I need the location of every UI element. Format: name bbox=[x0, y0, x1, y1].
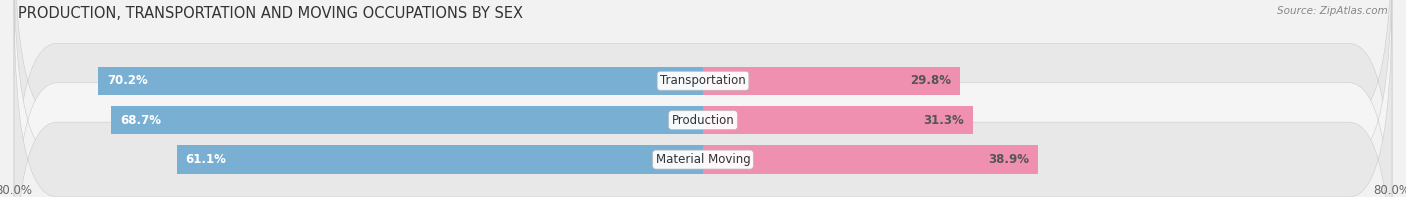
Text: 29.8%: 29.8% bbox=[910, 74, 950, 87]
Text: Transportation: Transportation bbox=[661, 74, 745, 87]
Bar bbox=[177, 145, 703, 174]
Text: PRODUCTION, TRANSPORTATION AND MOVING OCCUPATIONS BY SEX: PRODUCTION, TRANSPORTATION AND MOVING OC… bbox=[18, 6, 523, 21]
Text: Material Moving: Material Moving bbox=[655, 153, 751, 166]
Text: 68.7%: 68.7% bbox=[120, 114, 160, 127]
Bar bbox=[703, 67, 960, 95]
Text: Production: Production bbox=[672, 114, 734, 127]
Bar bbox=[703, 106, 973, 134]
Text: 31.3%: 31.3% bbox=[924, 114, 965, 127]
FancyBboxPatch shape bbox=[14, 0, 1392, 197]
Text: 61.1%: 61.1% bbox=[186, 153, 226, 166]
Text: 70.2%: 70.2% bbox=[107, 74, 148, 87]
Bar bbox=[98, 67, 703, 95]
FancyBboxPatch shape bbox=[14, 0, 1392, 197]
FancyBboxPatch shape bbox=[14, 0, 1392, 197]
Text: Source: ZipAtlas.com: Source: ZipAtlas.com bbox=[1277, 6, 1388, 16]
Text: 38.9%: 38.9% bbox=[988, 153, 1029, 166]
Bar bbox=[703, 145, 1038, 174]
Bar bbox=[111, 106, 703, 134]
